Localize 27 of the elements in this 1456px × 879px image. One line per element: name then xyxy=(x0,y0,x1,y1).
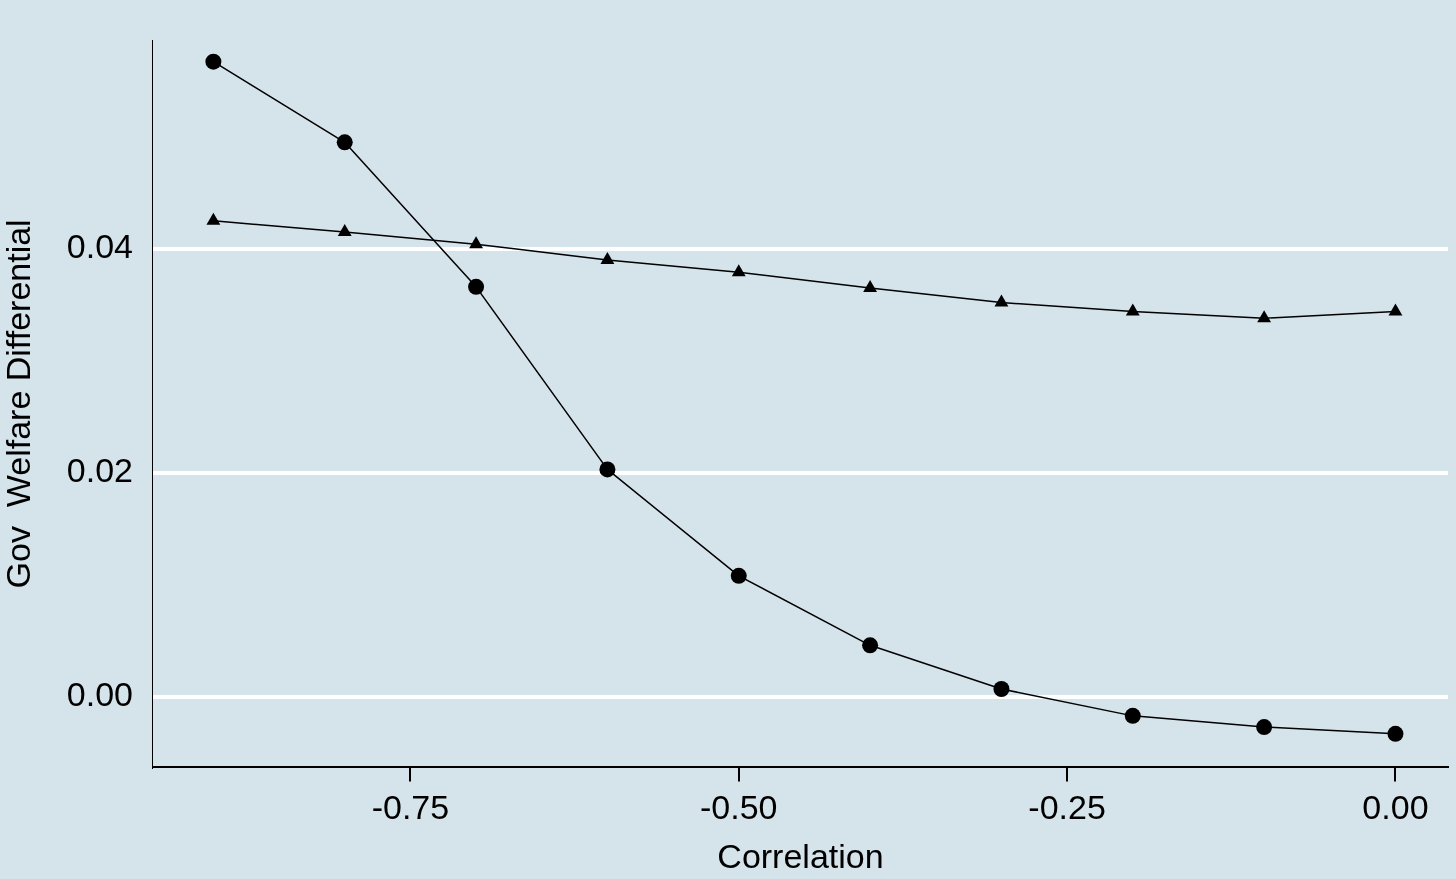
point xyxy=(862,637,879,654)
x-tick-label: 0.00 xyxy=(1362,788,1429,827)
point xyxy=(469,236,483,249)
point xyxy=(1124,707,1141,724)
y-tick-label: 0.00 xyxy=(66,675,133,714)
y-tick-label: 0.04 xyxy=(66,227,133,266)
point xyxy=(993,680,1010,697)
point xyxy=(1256,719,1273,736)
point xyxy=(731,264,746,277)
x-tick-label: -0.75 xyxy=(371,788,450,827)
x-tick-label: -0.25 xyxy=(1028,788,1106,827)
point xyxy=(468,278,485,295)
point xyxy=(730,567,747,584)
point xyxy=(600,251,615,264)
point xyxy=(994,294,1009,307)
point xyxy=(1257,310,1272,323)
point xyxy=(1387,725,1404,742)
point xyxy=(1388,303,1403,316)
point xyxy=(599,461,616,478)
point xyxy=(1125,303,1140,316)
point xyxy=(863,279,878,292)
y-tick-label: 0.02 xyxy=(66,451,133,490)
point xyxy=(337,223,352,236)
y-axis-title: Gov Welfare Differential xyxy=(0,219,37,589)
x-tick-label: -0.50 xyxy=(700,788,778,827)
point xyxy=(206,212,221,225)
x-axis-title: Correlation xyxy=(717,836,884,875)
